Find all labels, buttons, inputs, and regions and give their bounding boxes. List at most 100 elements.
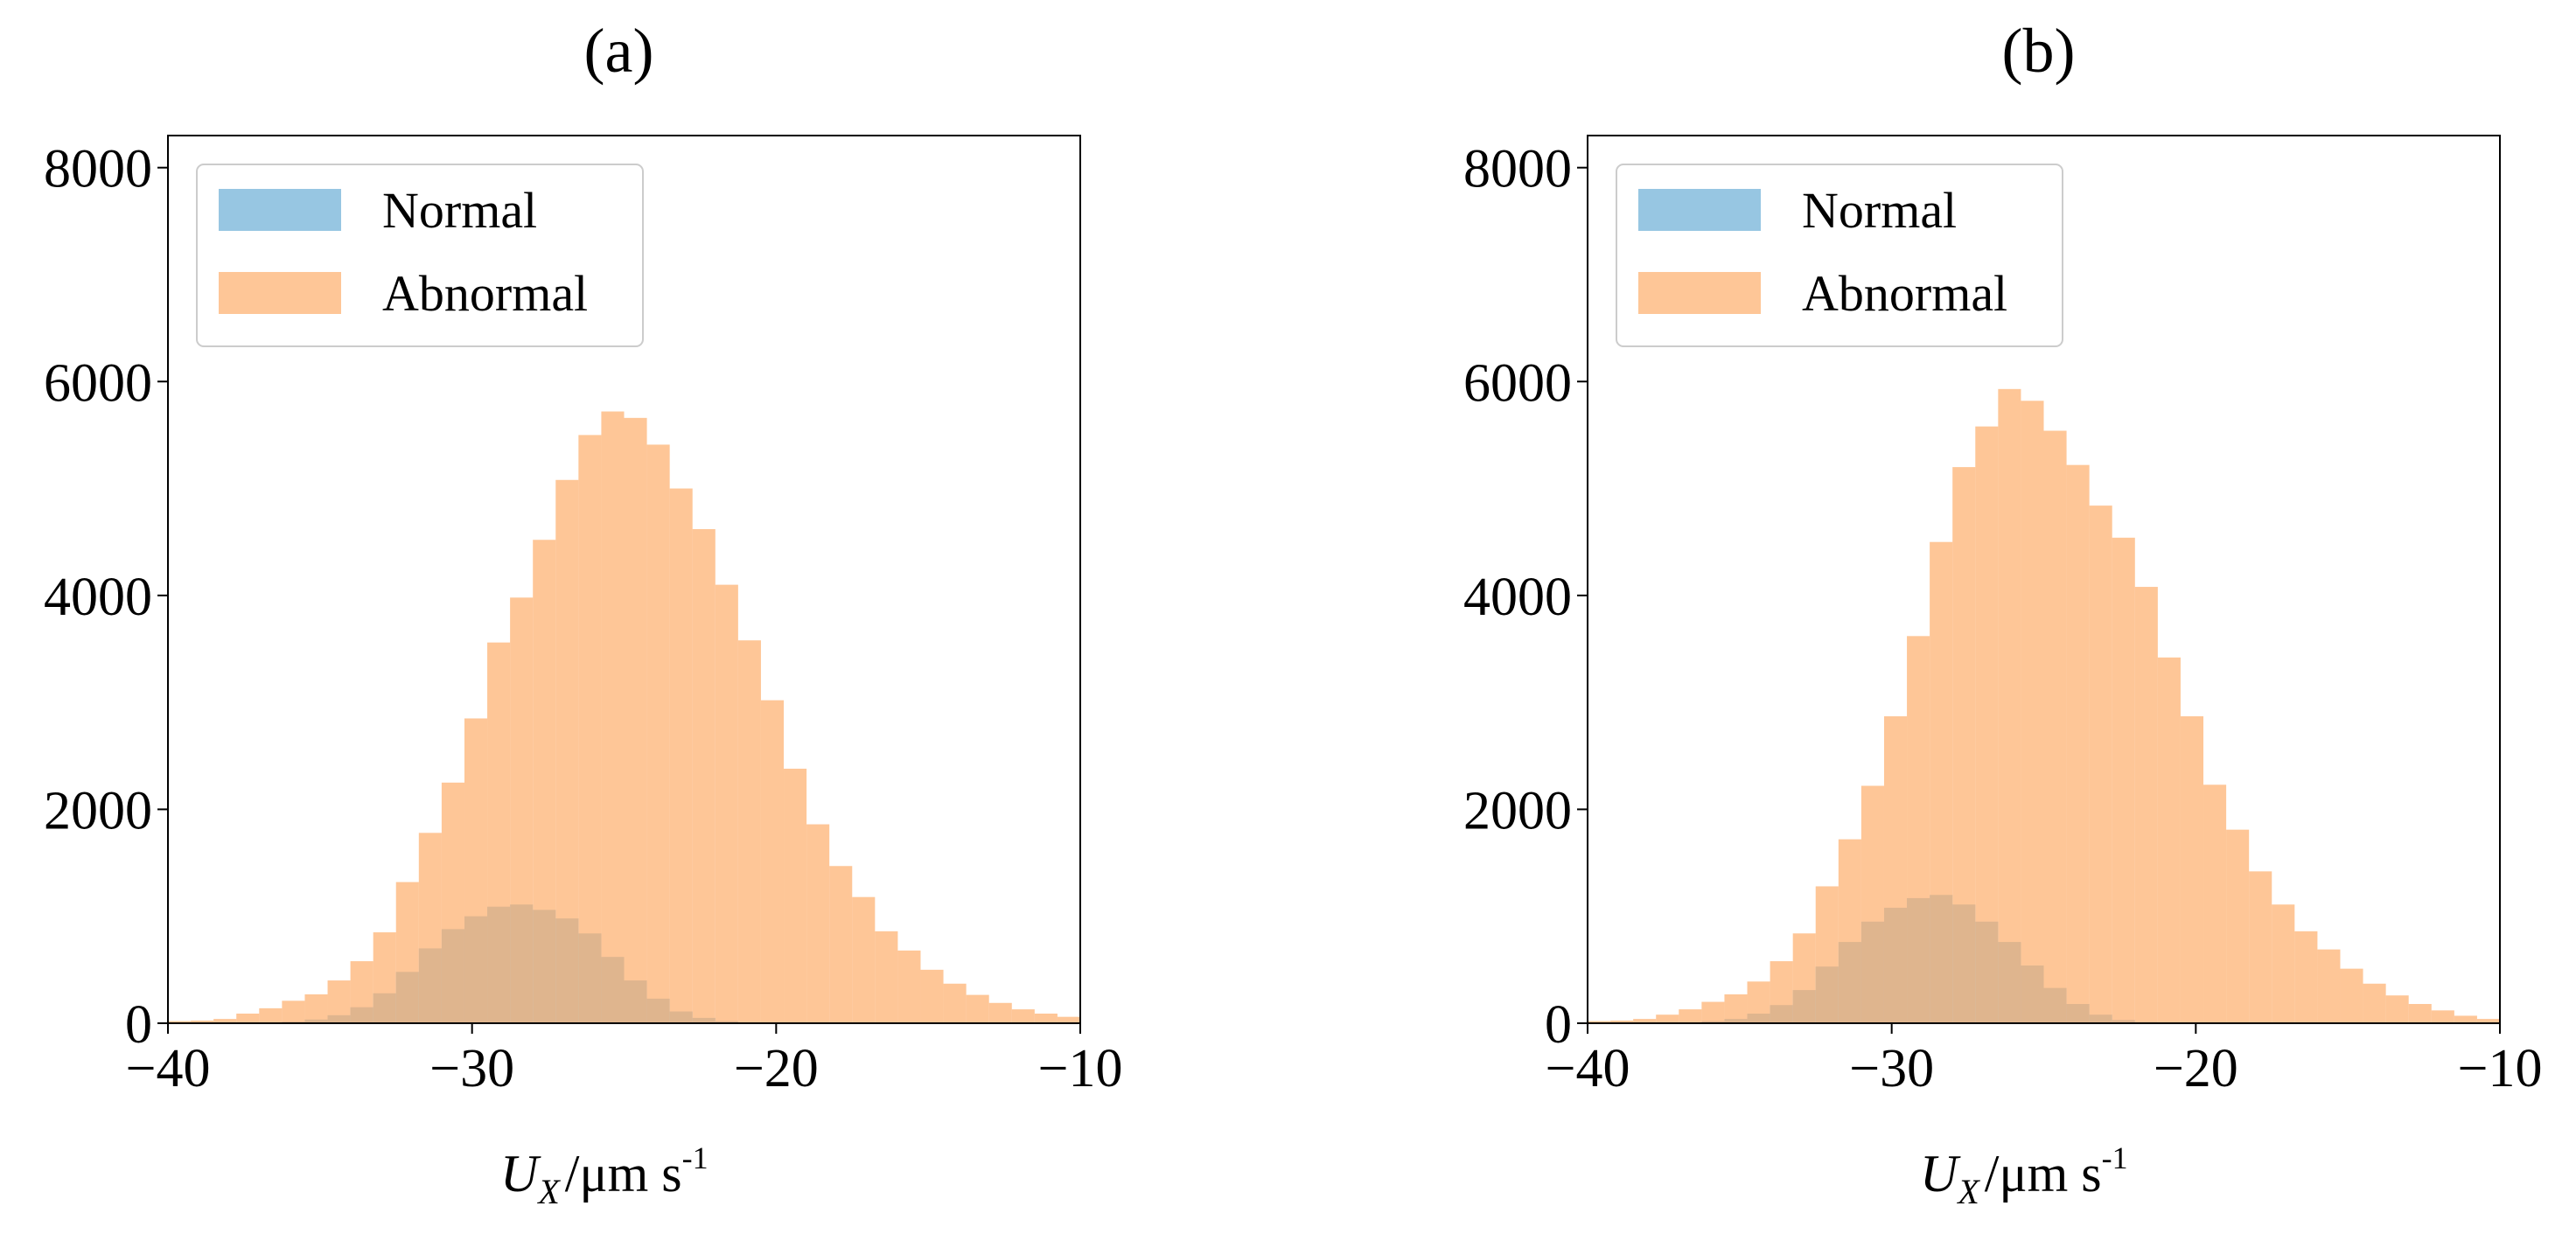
bar-abnormal-19	[2021, 401, 2043, 1023]
bar-abnormal-24	[2135, 587, 2158, 1023]
x-label-symbol: U	[1920, 1145, 1961, 1203]
x-tick-label: −10	[1038, 1039, 1123, 1098]
bar-abnormal-30	[2272, 904, 2294, 1023]
bar-abnormal-6	[1724, 994, 1747, 1023]
bar-abnormal-29	[829, 866, 852, 1023]
bar-abnormal-22	[670, 489, 693, 1023]
bar-abnormal-36	[2409, 1004, 2432, 1023]
bar-abnormal-4	[259, 1008, 282, 1023]
bar-abnormal-28	[2226, 830, 2249, 1023]
legend-label-normal: Normal	[382, 182, 537, 239]
y-tick-label: 4000	[1463, 568, 1572, 627]
x-label-symbol: U	[500, 1145, 541, 1203]
legend-swatch-normal	[219, 189, 341, 231]
x-label-subscript: X	[1956, 1172, 1980, 1211]
y-tick-label: 0	[125, 995, 152, 1055]
bar-abnormal-3	[236, 1014, 259, 1023]
legend: Normal Abnormal	[1616, 164, 2063, 346]
bar-abnormal-21	[647, 444, 670, 1023]
x-tick-label: −20	[2154, 1039, 2238, 1098]
bar-abnormal-9	[373, 932, 396, 1023]
legend-swatch-normal	[1638, 189, 1761, 231]
bar-abnormal-34	[2363, 984, 2386, 1023]
legend-swatch-abnormal	[219, 272, 341, 314]
bar-abnormal-31	[875, 931, 897, 1023]
bar-abnormal-20	[2044, 431, 2067, 1023]
bar-abnormal-23	[693, 529, 716, 1023]
x-label-unit: /μm s	[565, 1145, 682, 1203]
bar-abnormal-27	[2203, 784, 2226, 1023]
bars-group	[1588, 389, 2500, 1023]
bar-abnormal-35	[967, 995, 989, 1023]
bar-abnormal-16	[533, 540, 555, 1023]
panel-title: (a)	[584, 16, 654, 86]
bar-abnormal-36	[989, 1003, 1012, 1023]
bar-abnormal-17	[1975, 427, 1998, 1023]
bar-abnormal-11	[419, 833, 442, 1023]
x-tick-label: −20	[734, 1039, 819, 1098]
bar-abnormal-33	[920, 970, 943, 1023]
bar-abnormal-24	[716, 585, 738, 1023]
legend-label-abnormal: Abnormal	[382, 265, 588, 322]
bar-abnormal-31	[2294, 931, 2317, 1023]
bar-abnormal-34	[944, 984, 967, 1023]
bar-abnormal-21	[2067, 465, 2090, 1023]
bar-abnormal-28	[806, 825, 829, 1023]
bar-abnormal-12	[1861, 786, 1884, 1023]
bar-abnormal-6	[304, 994, 327, 1023]
bar-abnormal-9	[1793, 933, 1816, 1023]
bar-abnormal-22	[2090, 505, 2112, 1023]
bar-abnormal-25	[2158, 658, 2181, 1023]
bars-group	[168, 412, 1080, 1023]
y-tick-label: 6000	[1463, 353, 1572, 413]
x-axis-label: UX/μm s-1	[500, 1140, 709, 1211]
x-label-superscript: -1	[2102, 1140, 2128, 1175]
y-tick-label: 2000	[44, 781, 152, 840]
y-tick-label: 6000	[44, 353, 152, 413]
bar-abnormal-14	[1907, 636, 1930, 1023]
bar-abnormal-38	[1035, 1014, 1058, 1023]
panel-title: (b)	[2002, 16, 2076, 86]
x-axis-label: UX/μm s-1	[1920, 1140, 2128, 1211]
bar-abnormal-3	[1656, 1014, 1679, 1023]
bar-abnormal-26	[2181, 716, 2203, 1023]
bar-abnormal-14	[487, 643, 510, 1023]
x-tick-label: −30	[429, 1039, 514, 1098]
bar-abnormal-13	[464, 718, 487, 1023]
bar-abnormal-35	[2386, 995, 2409, 1023]
bar-abnormal-37	[1012, 1009, 1035, 1023]
bar-abnormal-37	[2432, 1010, 2454, 1023]
bar-abnormal-30	[852, 897, 875, 1023]
bar-abnormal-18	[578, 435, 601, 1023]
y-tick-label: 0	[1545, 995, 1572, 1055]
bar-abnormal-25	[738, 640, 761, 1023]
bar-abnormal-32	[897, 951, 920, 1023]
bar-abnormal-15	[510, 597, 533, 1023]
bar-abnormal-38	[2454, 1015, 2477, 1023]
bar-abnormal-5	[282, 1000, 304, 1023]
bar-abnormal-17	[555, 480, 578, 1023]
bar-abnormal-11	[1839, 840, 1861, 1023]
x-label-subscript: X	[536, 1172, 561, 1211]
bar-abnormal-33	[2340, 969, 2363, 1023]
bar-abnormal-18	[1998, 389, 2021, 1023]
bar-abnormal-5	[1701, 1002, 1724, 1023]
bar-abnormal-7	[1748, 981, 1770, 1023]
bar-abnormal-12	[442, 783, 464, 1023]
bar-abnormal-16	[1952, 467, 1975, 1023]
bar-abnormal-20	[625, 418, 647, 1023]
bar-abnormal-15	[1930, 542, 1952, 1023]
legend: Normal Abnormal	[197, 164, 643, 346]
legend-label-abnormal: Abnormal	[1802, 265, 2007, 322]
legend-swatch-abnormal	[1638, 272, 1761, 314]
legend-label-normal: Normal	[1802, 182, 1957, 239]
x-label-superscript: -1	[682, 1140, 709, 1175]
x-tick-label: −10	[2458, 1039, 2543, 1098]
bar-abnormal-10	[1816, 886, 1839, 1023]
x-tick-label: −30	[1849, 1039, 1934, 1098]
y-tick-label: 4000	[44, 568, 152, 627]
bar-abnormal-19	[601, 412, 624, 1023]
